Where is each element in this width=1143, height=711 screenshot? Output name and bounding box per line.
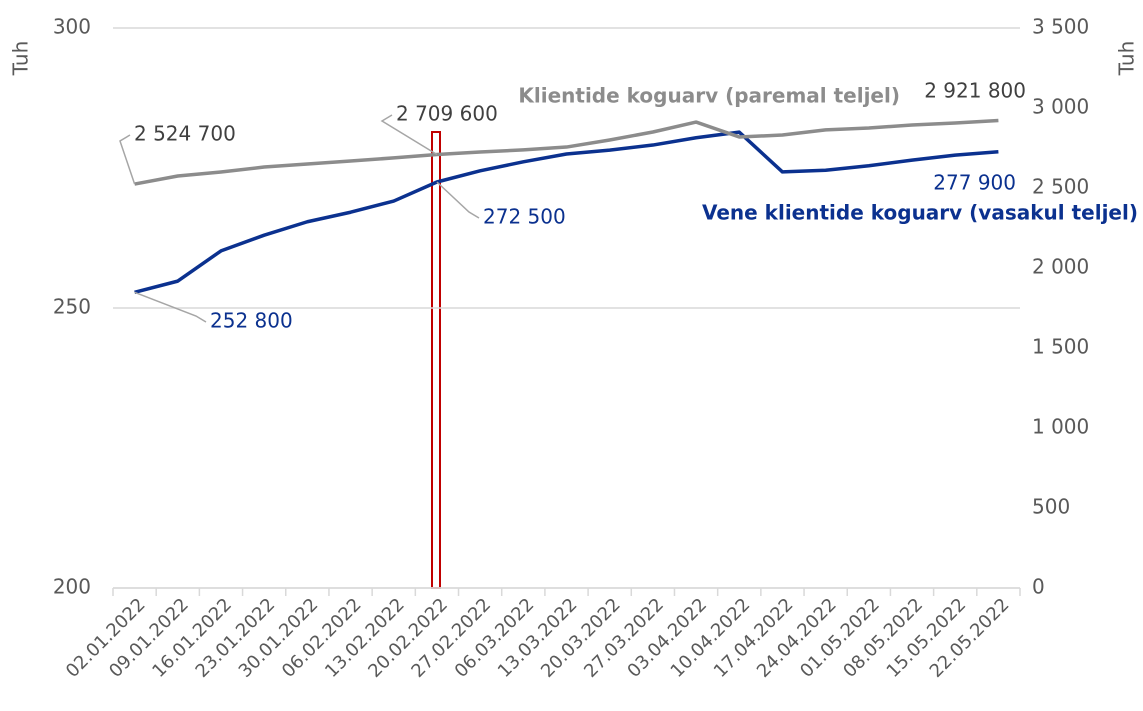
- data-label: 2 524 700: [134, 122, 236, 146]
- data-label: 252 800: [210, 309, 293, 333]
- data-label: 2 709 600: [396, 102, 498, 126]
- data-label: 277 900: [933, 171, 1016, 195]
- y2-tick-label: 3 000: [1032, 95, 1089, 119]
- leader-line: [380, 114, 438, 156]
- line-series: [134, 118, 999, 186]
- y2-tick-label: 2 000: [1032, 255, 1089, 279]
- data-label: 272 500: [483, 205, 566, 229]
- y2-axis-label: Tuh: [1115, 41, 1139, 77]
- y-tick-label: 250: [53, 295, 91, 319]
- leader-line: [119, 134, 136, 185]
- series-label: Vene klientide koguarv (vasakul teljel): [702, 201, 1138, 225]
- y2-tick-label: 0: [1032, 575, 1045, 599]
- y-axis-label: Tuh: [9, 41, 33, 77]
- series-label: Klientide koguarv (paremal teljel): [518, 84, 900, 108]
- line-series: [134, 130, 999, 295]
- y2-tick-label: 2 500: [1032, 175, 1089, 199]
- y-tick-label: 300: [53, 15, 91, 39]
- highlight-marker: [431, 131, 441, 589]
- y2-tick-label: 3 500: [1032, 15, 1089, 39]
- y2-tick-label: 1 000: [1032, 415, 1089, 439]
- y2-tick-label: 500: [1032, 495, 1070, 519]
- data-label: 2 921 800: [924, 79, 1026, 103]
- y-tick-label: 200: [53, 575, 91, 599]
- leader-line: [134, 291, 207, 323]
- y2-tick-label: 1 500: [1032, 335, 1089, 359]
- leader-line: [436, 181, 480, 219]
